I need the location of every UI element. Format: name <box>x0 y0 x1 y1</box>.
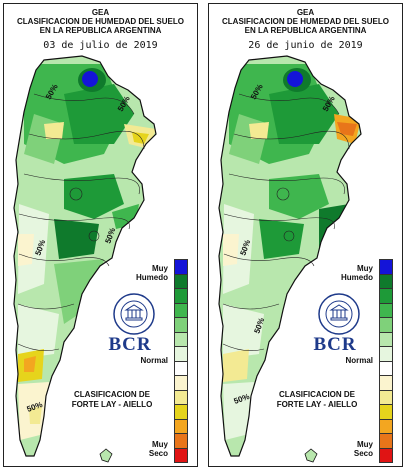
legend-normal: Normal <box>345 356 373 365</box>
legend-muy-seco: Muy Seco <box>353 440 373 458</box>
org-title: GEA <box>296 8 315 17</box>
classification-caption: CLASIFICACION DE FORTE LAY - AIELLO <box>71 390 153 409</box>
moisture-color-scale <box>379 259 393 463</box>
argentina-soil-moisture-map: 50% 50% 50% 50% 50% <box>218 55 362 463</box>
legend-swatch <box>379 447 393 463</box>
map-title-line1: CLASIFICACION DE HUMEDAD DEL SUELO <box>17 17 184 26</box>
map-date: 03 de julio de 2019 <box>43 40 158 51</box>
legend-muy-humedo: Muy Humedo <box>341 264 373 282</box>
legend-swatch <box>379 389 393 405</box>
legend-swatch <box>174 360 188 376</box>
legend-swatch <box>174 331 188 347</box>
legend-swatch <box>379 418 393 434</box>
map-title-line2: EN LA REPUBLICA ARGENTINA <box>39 26 162 35</box>
legend-swatch <box>379 259 393 275</box>
legend-swatch <box>174 404 188 420</box>
legend-swatch <box>174 346 188 362</box>
legend-swatch <box>174 433 188 449</box>
legend-swatch <box>174 259 188 275</box>
map-panel-right: GEA CLASIFICACION DE HUMEDAD DEL SUELO E… <box>208 3 403 467</box>
legend-swatch <box>379 302 393 318</box>
legend-muy-seco: Muy Seco <box>148 440 168 458</box>
legend-swatch <box>379 375 393 391</box>
bcr-logo-text: BCR <box>313 334 357 355</box>
legend-swatch <box>174 418 188 434</box>
map-date: 26 de junio de 2019 <box>248 40 363 51</box>
map-panel-left: GEA CLASIFICACION DE HUMEDAD DEL SUELO E… <box>3 3 198 467</box>
legend-swatch <box>379 331 393 347</box>
legend-swatch <box>174 375 188 391</box>
legend-muy-humedo: Muy Humedo <box>136 264 168 282</box>
legend-swatch <box>174 302 188 318</box>
legend-swatch <box>379 273 393 289</box>
map-title-line2: EN LA REPUBLICA ARGENTINA <box>244 26 367 35</box>
classification-caption: CLASIFICACION DE FORTE LAY - AIELLO <box>276 390 358 409</box>
argentina-soil-moisture-map: 50% 50% 50% 50% 50% <box>13 55 157 463</box>
legend-swatch <box>379 404 393 420</box>
legend-swatch <box>379 288 393 304</box>
bcr-logo-text: BCR <box>108 334 152 355</box>
legend-swatch <box>379 433 393 449</box>
bcr-seal-logo <box>113 293 155 335</box>
legend-normal: Normal <box>140 356 168 365</box>
legend-swatch <box>379 346 393 362</box>
map-title-line1: CLASIFICACION DE HUMEDAD DEL SUELO <box>222 17 389 26</box>
legend-swatch <box>174 273 188 289</box>
legend-swatch <box>174 389 188 405</box>
org-title: GEA <box>91 8 110 17</box>
legend-swatch <box>174 317 188 333</box>
moisture-color-scale <box>174 259 188 463</box>
legend-swatch <box>174 288 188 304</box>
legend-swatch <box>379 317 393 333</box>
legend-swatch <box>174 447 188 463</box>
legend-swatch <box>379 360 393 376</box>
bcr-seal-logo <box>318 293 360 335</box>
